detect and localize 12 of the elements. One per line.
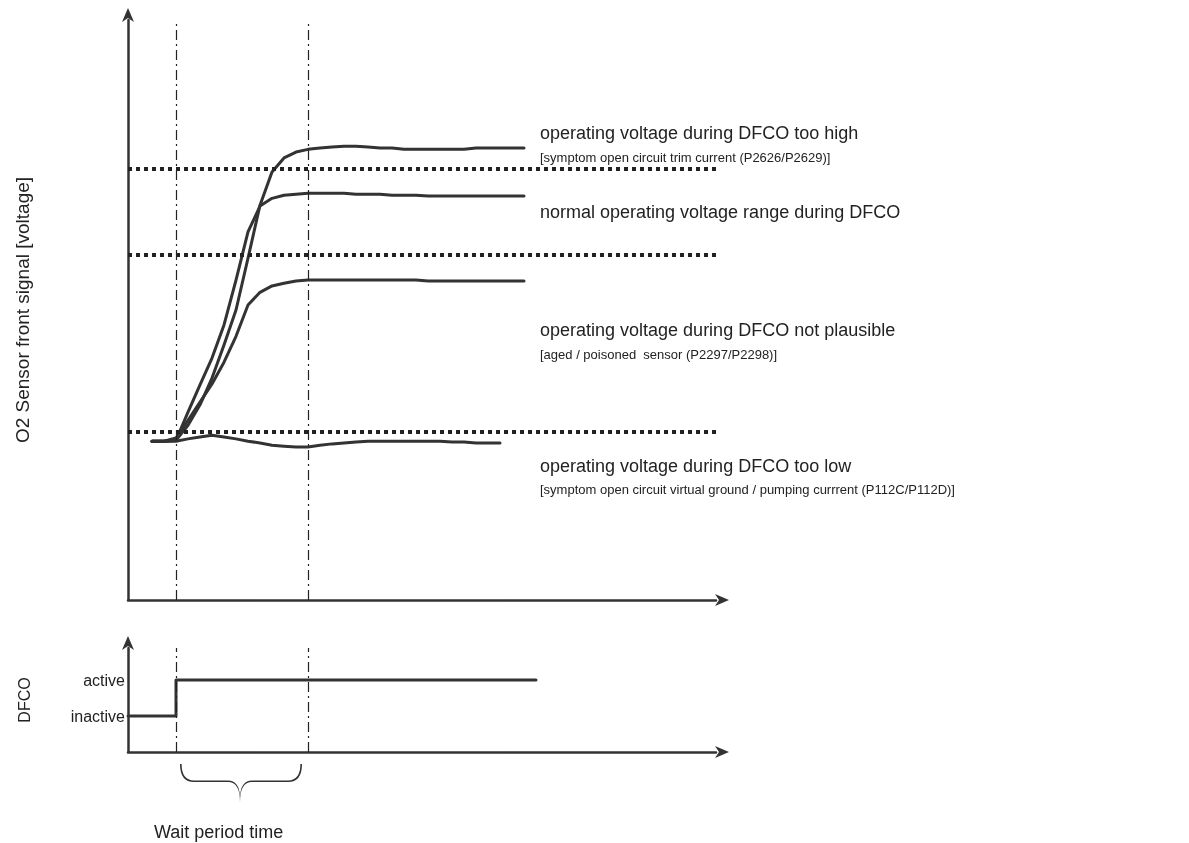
y-axis-title: O2 Sensor front signal [voltage]	[12, 176, 33, 444]
text: Wait period time	[154, 822, 284, 842]
annotation: active	[83, 671, 126, 689]
text: operating voltage during DFCO too high	[540, 123, 859, 143]
annotation: [symptom open circuit virtual ground / pumping currrent (P112C/P112D)]	[540, 481, 955, 497]
annotation: inactive	[70, 707, 126, 725]
annotation: operating voltage during DFCO too low	[540, 456, 853, 476]
annotation: [symptom open circuit trim current (P2626/P2629)]	[540, 149, 831, 165]
annotation: operating voltage during DFCO not plausible	[540, 320, 896, 340]
y-axis-title: DFCO	[15, 677, 33, 723]
annotation: [aged / poisoned sensor (P2297/P2298)]	[540, 346, 778, 362]
annotation: normal operating voltage range during DFCO	[540, 202, 901, 222]
